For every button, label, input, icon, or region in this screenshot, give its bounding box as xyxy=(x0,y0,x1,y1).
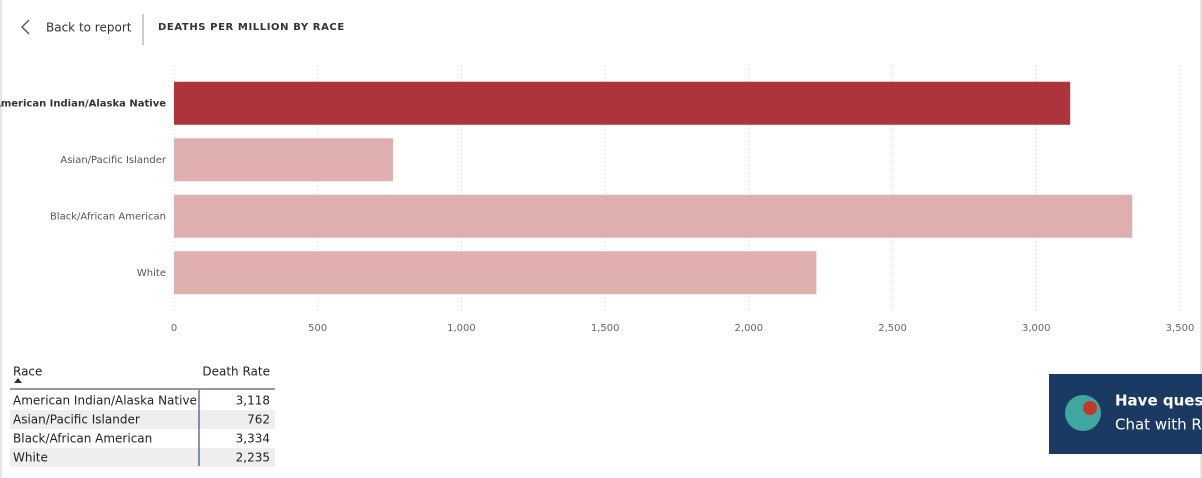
y-tick-label: White xyxy=(137,268,166,279)
x-tick-label: 3,000 xyxy=(1022,323,1051,334)
table: Race Death Rate American Indian/Alaska Nat… xyxy=(10,365,275,467)
y-tick-label: Black/African American xyxy=(50,211,166,222)
chat-icon xyxy=(1065,395,1101,431)
y-tick-label: Asian/Pacific Islander xyxy=(60,155,167,166)
bar xyxy=(174,194,1133,238)
x-tick-label: 3,500 xyxy=(1166,323,1195,334)
x-tick-label: 500 xyxy=(308,323,327,334)
cell: Asian/Pacific Islander xyxy=(13,413,140,427)
bar xyxy=(174,81,1071,125)
x-tick-label: 1,500 xyxy=(591,323,620,334)
column-header: Race xyxy=(13,365,42,379)
row-bg xyxy=(10,410,275,429)
bar xyxy=(174,138,394,182)
x-tick-label: 2,000 xyxy=(735,323,764,334)
column-header: Death Rate xyxy=(202,365,270,379)
cell: American Indian/Alaska Native xyxy=(13,394,197,408)
x-tick-label: 0 xyxy=(171,323,177,334)
x-tick-label: 2,500 xyxy=(878,323,907,334)
cell: 3,334 xyxy=(236,432,270,446)
chat-line2: Chat with Ro xyxy=(1115,416,1202,434)
cell: 762 xyxy=(247,413,270,427)
cell: White xyxy=(13,451,48,465)
back-arrow[interactable] xyxy=(21,19,30,35)
x-tick-label: 1,000 xyxy=(447,323,476,334)
back-link[interactable]: Back to report xyxy=(46,21,132,35)
page-title: DEATHS PER MILLION BY RACE xyxy=(158,22,345,33)
row-bg xyxy=(10,448,275,467)
cell: 2,235 xyxy=(236,451,270,465)
cell: Black/African American xyxy=(13,432,152,446)
sort-arrow[interactable] xyxy=(14,378,22,383)
chat-line1: Have questi xyxy=(1115,392,1202,410)
bar xyxy=(174,251,817,295)
bar-chart: 0 500 1,000 1,500 2,000 2,500 3,000 3,500 Americ… xyxy=(0,65,1194,334)
chat-widget[interactable]: Have questi Chat with Ro xyxy=(1049,374,1202,454)
chat-icon-bird xyxy=(1083,401,1097,415)
cell: 3,118 xyxy=(236,394,270,408)
y-tick-label: American Indian/Alaska Native xyxy=(0,98,166,109)
